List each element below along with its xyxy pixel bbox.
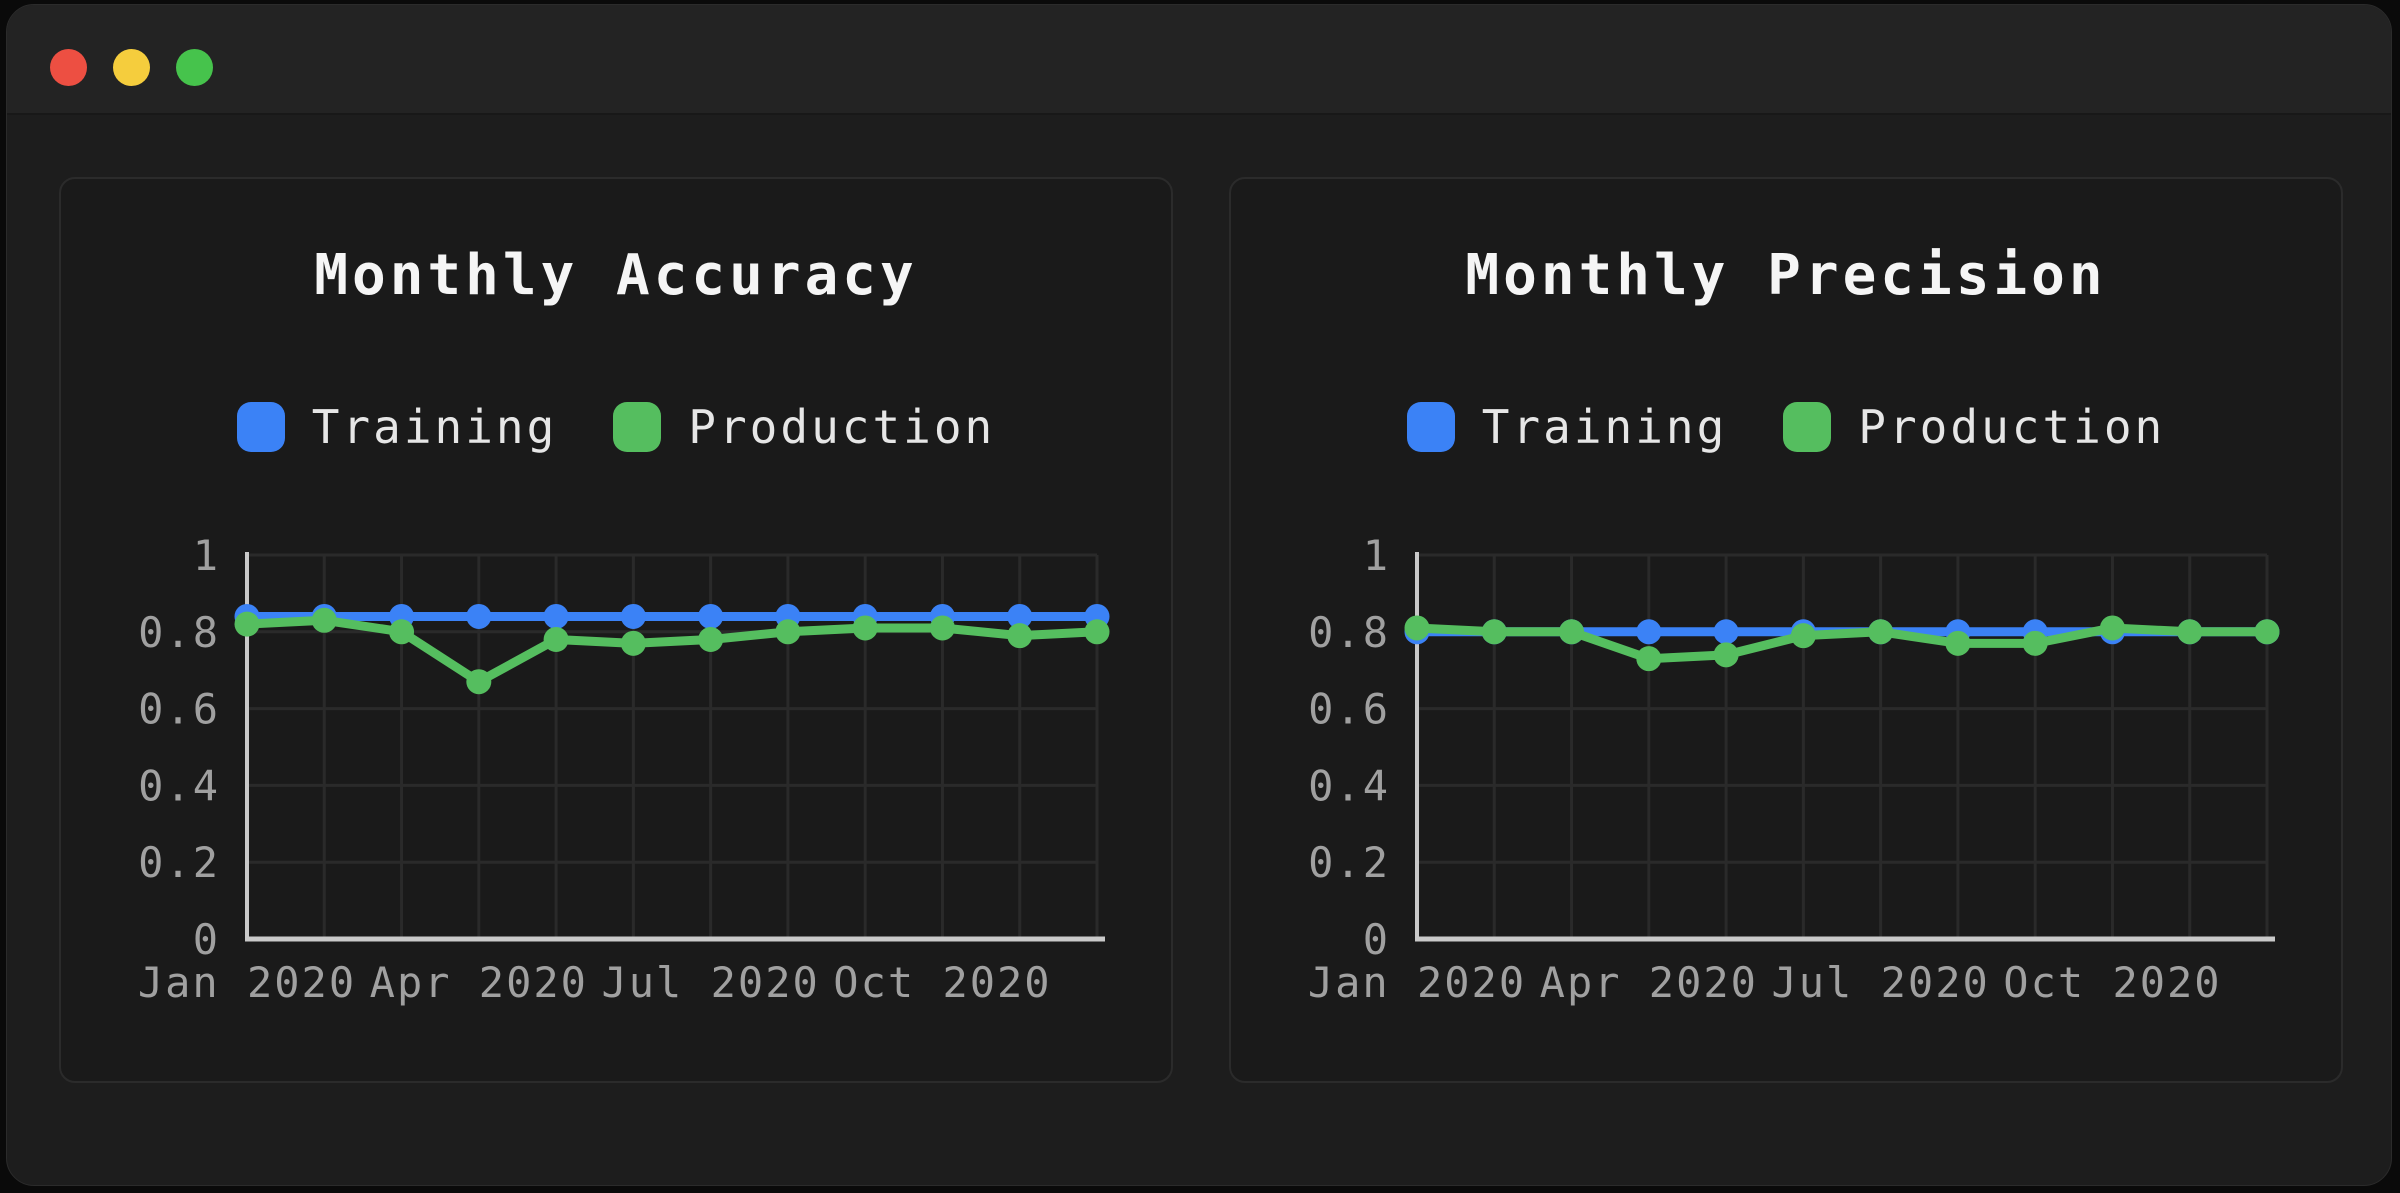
data-point-production	[1790, 623, 1816, 649]
line-chart-accuracy: 0 0.2 0.4 0.6 0.8 1 Jan 2020 Apr 2020 Jul 2020 Oc…	[138, 531, 1110, 1007]
data-point-production	[1084, 619, 1110, 645]
data-point-production	[1636, 646, 1662, 672]
data-point-production	[2254, 619, 2280, 645]
chart-title-precision: Monthly Precision	[1465, 243, 2107, 308]
series-line-production	[1412, 623, 2272, 664]
data-point-production	[234, 611, 260, 637]
legend-swatch-training-icon	[1406, 402, 1455, 452]
x-tick-label: Apr 2020	[370, 958, 588, 1007]
legend-label-production: Production	[1858, 400, 2166, 454]
chart-legend-precision: Training Production	[1231, 401, 2341, 453]
traffic-lights	[50, 49, 213, 86]
data-point-training	[620, 603, 646, 629]
legend-item-production[interactable]: Production	[613, 401, 995, 453]
close-button[interactable]	[50, 49, 87, 86]
data-point-training	[1713, 619, 1739, 645]
x-tick-label: Apr 2020	[1540, 958, 1758, 1007]
data-point-training	[1007, 603, 1033, 629]
y-tick-label: 0.2	[138, 838, 220, 887]
data-point-production	[466, 669, 492, 695]
data-point-training	[543, 603, 569, 629]
y-tick-label: 0	[193, 915, 220, 964]
legend-swatch-production-icon	[613, 402, 662, 452]
legend-swatch-production-icon	[1783, 402, 1832, 452]
data-point-production	[698, 626, 724, 652]
series-line-production	[242, 615, 1102, 687]
data-point-production	[1713, 642, 1739, 668]
legend-swatch-training-icon	[236, 402, 285, 452]
y-tick-label: 1	[193, 531, 220, 580]
x-tick-label: Jan 2020	[1308, 958, 1526, 1007]
chart-legend-accuracy: Training Production	[61, 401, 1171, 453]
app-window: Monthly Accuracy Training Production 0 0.…	[6, 4, 2392, 1186]
data-point-production	[1945, 630, 1971, 656]
data-point-production	[775, 619, 801, 645]
y-tick-label: 0.8	[1308, 608, 1390, 657]
data-point-production	[620, 630, 646, 656]
chart-card-accuracy: Monthly Accuracy Training Production 0 0.…	[59, 177, 1173, 1083]
data-point-production	[1404, 615, 1430, 641]
y-tick-label: 1	[1363, 531, 1390, 580]
legend-label-training: Training	[1481, 400, 1728, 454]
line-chart-precision: 0 0.2 0.4 0.6 0.8 1 Jan 2020 Apr 2020 Jul 2020 Oc…	[1308, 531, 2280, 1007]
y-tick-label: 0.2	[1308, 838, 1390, 887]
data-point-production	[2099, 615, 2125, 641]
legend-item-training[interactable]: Training	[236, 400, 558, 454]
y-tick-label: 0.6	[1308, 685, 1390, 734]
zoom-button[interactable]	[176, 49, 213, 86]
y-tick-label: 0.4	[1308, 761, 1390, 810]
y-tick-label: 0	[1363, 915, 1390, 964]
y-tick-label: 0.4	[138, 761, 220, 810]
data-point-production	[543, 626, 569, 652]
data-point-production	[1868, 619, 1894, 645]
x-tick-label: Oct 2020	[2003, 958, 2221, 1007]
data-point-training	[466, 603, 492, 629]
data-point-production	[2177, 619, 2203, 645]
x-tick-label: Oct 2020	[833, 958, 1051, 1007]
legend-label-training: Training	[311, 400, 558, 454]
minimize-button[interactable]	[113, 49, 150, 86]
legend-item-production[interactable]: Production	[1783, 401, 2165, 453]
data-point-production	[1559, 619, 1585, 645]
data-point-training	[698, 603, 724, 629]
data-point-production	[311, 607, 337, 633]
x-tick-label: Jul 2020	[1771, 958, 1989, 1007]
legend-item-training[interactable]: Training	[1406, 400, 1728, 454]
data-point-training	[1636, 619, 1662, 645]
data-point-production	[1007, 623, 1033, 649]
data-point-production	[389, 619, 415, 645]
y-tick-label: 0.8	[138, 608, 220, 657]
data-point-production	[852, 615, 878, 641]
data-point-production	[2022, 630, 2048, 656]
chart-title-accuracy: Monthly Accuracy	[314, 243, 918, 308]
dashboard: Monthly Accuracy Training Production 0 0.…	[7, 117, 2391, 1185]
x-tick-label: Jan 2020	[138, 958, 356, 1007]
data-point-production	[929, 615, 955, 641]
data-point-production	[1481, 619, 1507, 645]
y-tick-label: 0.6	[138, 685, 220, 734]
legend-label-production: Production	[688, 400, 996, 454]
window-titlebar	[7, 5, 2391, 115]
x-tick-label: Jul 2020	[601, 958, 819, 1007]
